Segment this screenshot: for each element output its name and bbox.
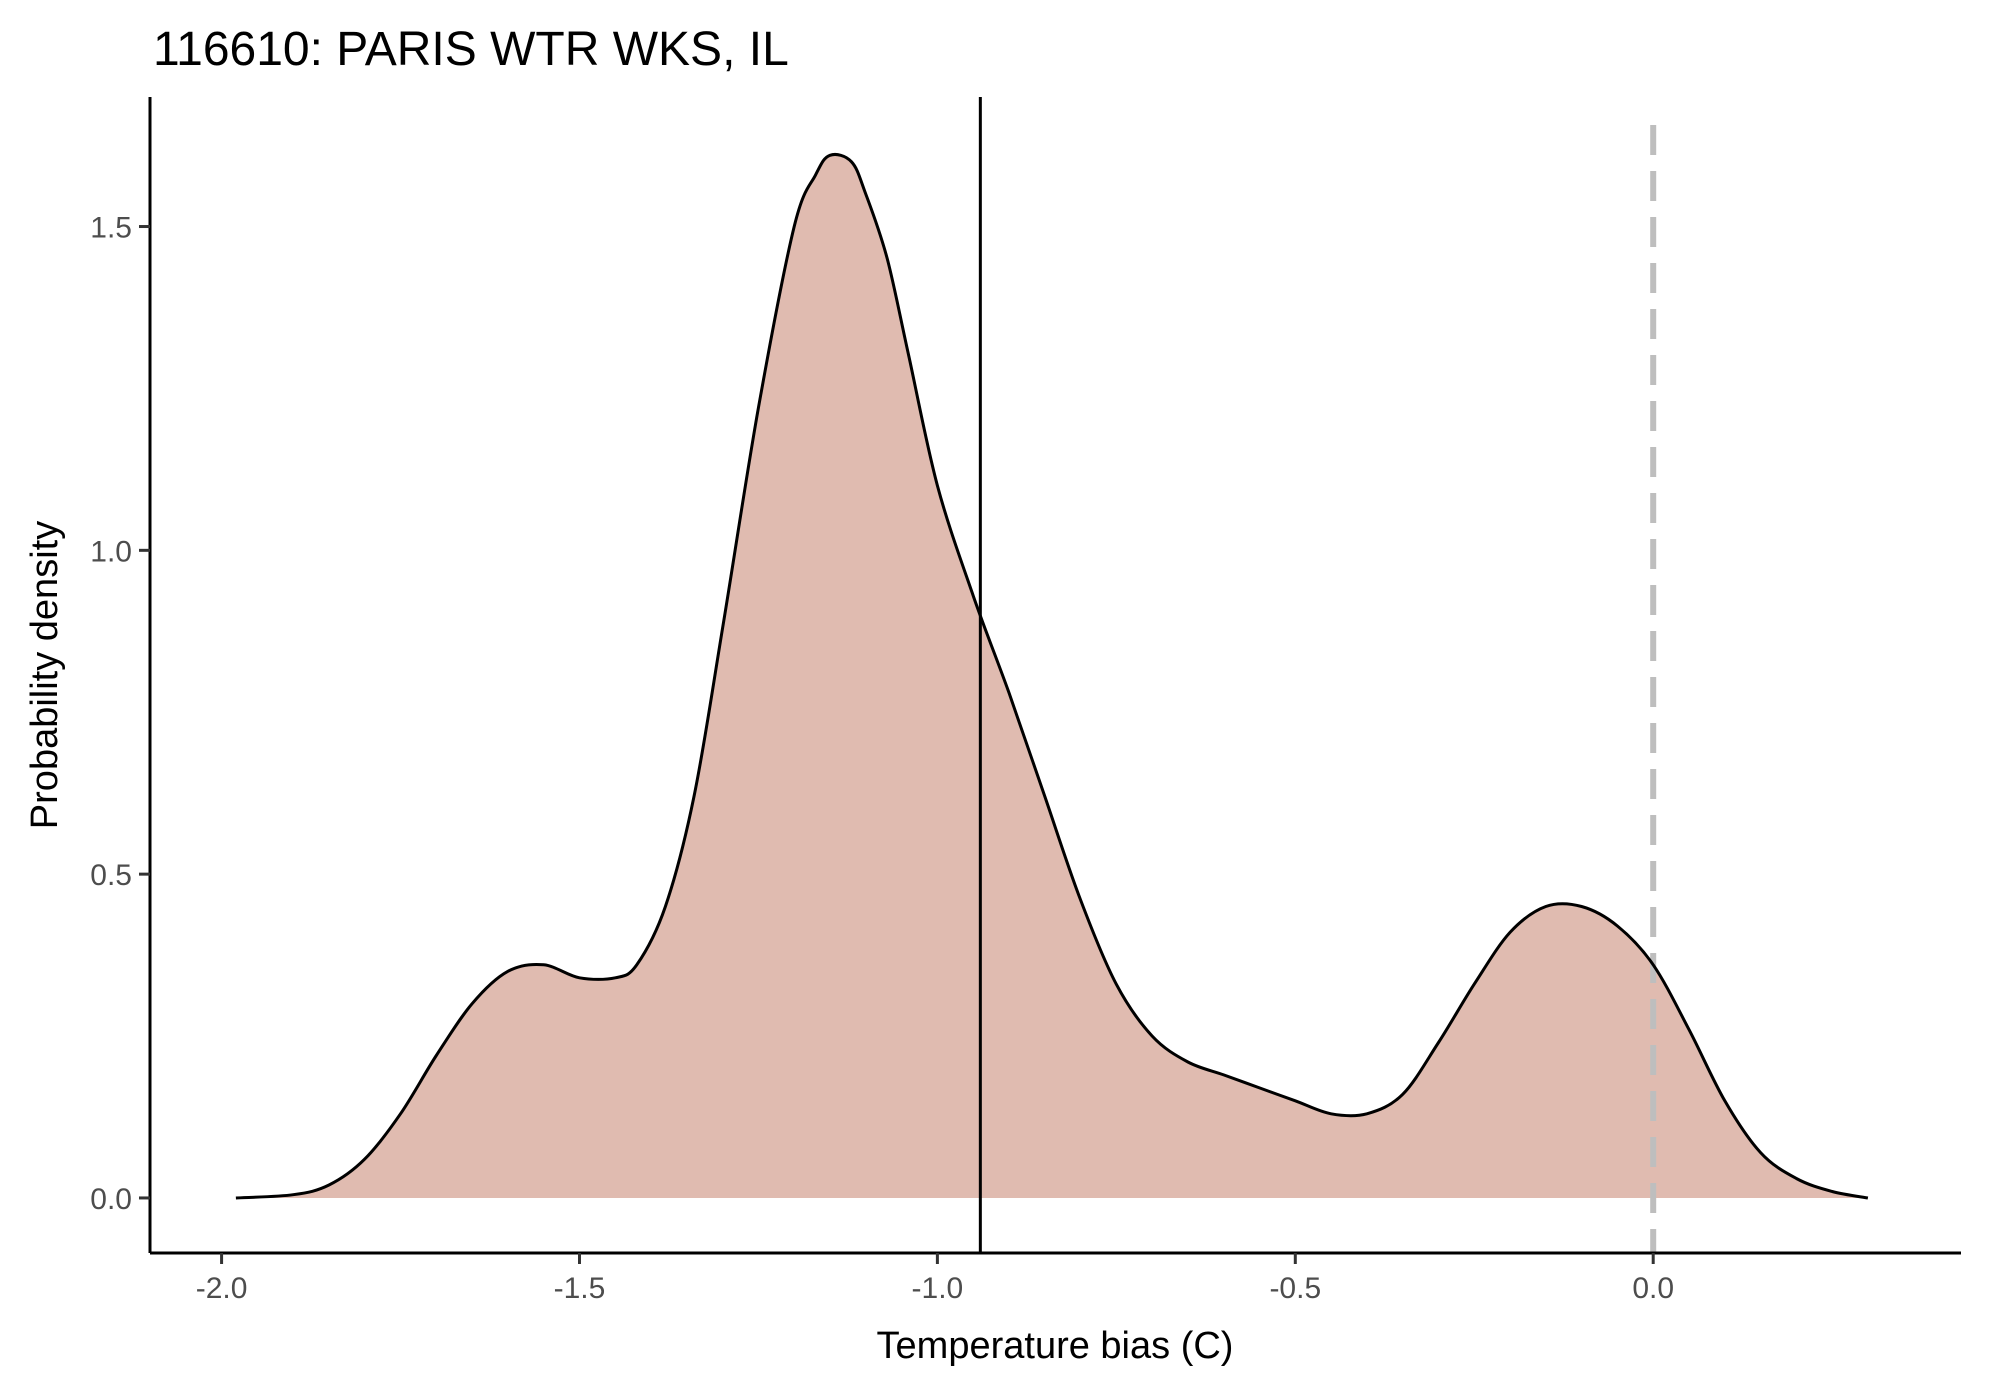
y-tick-label: 1.0 <box>90 535 132 568</box>
y-tick-label: 0.5 <box>90 859 132 892</box>
density-area <box>235 154 1868 1199</box>
x-axis-label: Temperature bias (C) <box>877 1325 1234 1367</box>
density-curve <box>235 152 1869 1200</box>
x-tick-label: 0.0 <box>1632 1272 1674 1305</box>
chart-title: 116610: PARIS WTR WKS, IL <box>153 23 789 76</box>
y-axis-label: Probability density <box>24 521 66 829</box>
x-tick-label: -0.5 <box>1269 1272 1321 1305</box>
y-tick-label: 1.5 <box>90 212 132 245</box>
y-axis-ticks: 0.0 0.5 1.0 1.5 <box>90 212 150 1216</box>
x-tick-label: -2.0 <box>196 1272 248 1305</box>
y-tick-label: 0.0 <box>90 1183 132 1216</box>
x-tick-label: -1.0 <box>912 1272 964 1305</box>
x-axis-ticks: -2.0 -1.5 -1.0 -0.5 0.0 <box>196 1253 1674 1305</box>
plot-panel <box>235 97 1869 1253</box>
x-tick-label: -1.5 <box>554 1272 606 1305</box>
